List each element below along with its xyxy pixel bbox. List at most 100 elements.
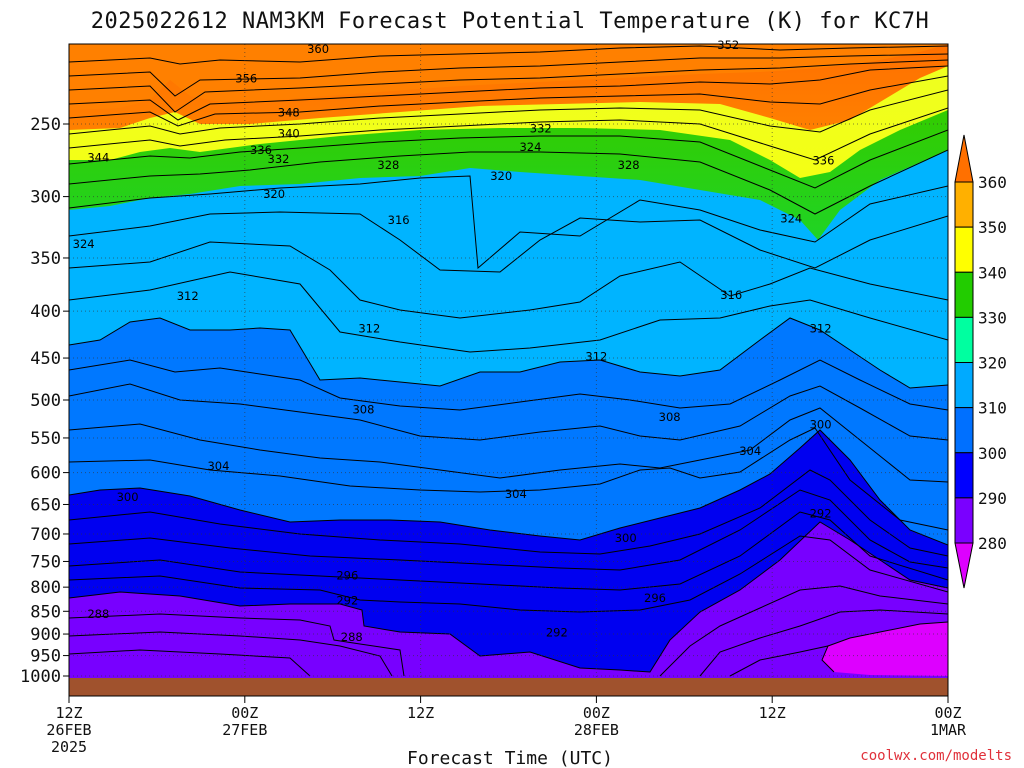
y-tick-label: 350 — [30, 249, 61, 269]
contour-label: 312 — [810, 322, 832, 336]
svg-text:296: 296 — [336, 569, 358, 583]
contour-line — [69, 317, 948, 389]
colorbar-label: 350 — [978, 218, 1007, 237]
x-tick-label: 2025 — [51, 738, 87, 756]
x-tick-label: 12Z — [759, 704, 786, 722]
y-tick-label: 950 — [30, 647, 61, 667]
contour-label: 300 — [117, 490, 139, 504]
contour-label: 340 — [278, 126, 300, 140]
contour-label: 296 — [644, 591, 666, 605]
y-tick-label: 700 — [30, 525, 61, 545]
y-tick-label: 300 — [30, 188, 61, 208]
plot-area — [69, 44, 948, 678]
contour-label: 320 — [490, 169, 512, 183]
contour-line — [69, 107, 948, 161]
contour-line — [69, 45, 948, 65]
colorbar-segment — [954, 452, 974, 499]
contour-line — [69, 65, 948, 121]
colorbar-label: 360 — [978, 173, 1007, 192]
svg-text:328: 328 — [377, 158, 399, 172]
contour-line — [69, 511, 948, 591]
svg-text:328: 328 — [618, 158, 640, 172]
contour-label: 328 — [618, 158, 640, 172]
svg-text:316: 316 — [388, 213, 410, 227]
contour-line — [69, 407, 948, 483]
contour-line — [69, 631, 393, 677]
svg-text:356: 356 — [235, 71, 257, 85]
contour-line — [69, 53, 948, 97]
colorbar-segment — [954, 407, 974, 454]
y-tick-label: 550 — [30, 429, 61, 449]
x-axis-title: Forecast Time (UTC) — [407, 748, 613, 768]
contour-label: 336 — [250, 143, 272, 157]
contour-line — [69, 489, 948, 571]
contour-line — [659, 585, 948, 677]
contour-line — [69, 89, 948, 135]
svg-text:300: 300 — [615, 531, 637, 545]
y-tick-label: 450 — [30, 349, 61, 369]
contour-label: 324 — [519, 140, 541, 154]
contour-label: 316 — [720, 288, 742, 302]
credit-text: coolwx.com/modelts — [860, 748, 1012, 764]
svg-text:312: 312 — [358, 322, 380, 336]
svg-text:312: 312 — [810, 322, 832, 336]
svg-text:312: 312 — [177, 289, 199, 303]
colorbar-extend-bottom — [954, 542, 974, 589]
contour-label: 328 — [377, 158, 399, 172]
contour-line — [827, 621, 948, 647]
colorbar-label: 320 — [978, 354, 1007, 373]
contour-label: 356 — [235, 71, 257, 85]
contour-line — [69, 75, 948, 127]
x-tick-label: 1MAR — [930, 721, 967, 739]
colorbar-label: 290 — [978, 489, 1007, 508]
contour-label: 312 — [585, 349, 607, 363]
svg-text:304: 304 — [739, 444, 761, 458]
plot-frame — [68, 43, 949, 697]
contour-label: 324 — [73, 237, 95, 251]
x-tick-label: 00Z — [583, 704, 610, 722]
x-tick-label: 28FEB — [574, 721, 619, 739]
contour-label: 288 — [341, 630, 363, 644]
y-tick-label: 750 — [30, 552, 61, 572]
x-tick-label: 00Z — [934, 704, 961, 722]
contour-line — [69, 383, 948, 441]
svg-text:324: 324 — [73, 237, 95, 251]
contour-line — [69, 469, 948, 557]
colorbar-segment — [954, 271, 974, 318]
svg-text:336: 336 — [250, 143, 272, 157]
x-tick-label: 00Z — [231, 704, 258, 722]
contour-label: 308 — [352, 402, 374, 416]
svg-text:288: 288 — [87, 607, 109, 621]
svg-text:304: 304 — [207, 459, 229, 473]
x-tick-label: 26FEB — [46, 721, 91, 739]
svg-text:296: 296 — [644, 591, 666, 605]
contour-label: 336 — [812, 154, 834, 168]
colorbar-segment — [954, 497, 974, 544]
svg-text:344: 344 — [87, 151, 109, 165]
y-tick-label: 400 — [30, 302, 61, 322]
x-tick-label: 12Z — [55, 704, 82, 722]
svg-text:360: 360 — [307, 42, 329, 56]
contour-label: 320 — [263, 187, 285, 201]
svg-text:324: 324 — [519, 140, 541, 154]
svg-text:324: 324 — [780, 212, 802, 226]
contour-label: 304 — [505, 487, 527, 501]
y-tick-label: 650 — [30, 495, 61, 515]
contour-label: 308 — [659, 410, 681, 424]
colorbar-label: 340 — [978, 263, 1007, 282]
y-tick-label: 500 — [30, 391, 61, 411]
y-tick-label: 850 — [30, 602, 61, 622]
contour-label: 296 — [336, 569, 358, 583]
contour-line — [69, 521, 948, 673]
colorbar-segment — [954, 362, 974, 409]
contour-line — [729, 645, 835, 677]
contour-label: 300 — [810, 418, 832, 432]
svg-text:292: 292 — [810, 507, 832, 521]
contour-line — [69, 129, 948, 189]
contour-label: 292 — [810, 507, 832, 521]
svg-text:288: 288 — [341, 630, 363, 644]
contour-line — [69, 59, 948, 113]
